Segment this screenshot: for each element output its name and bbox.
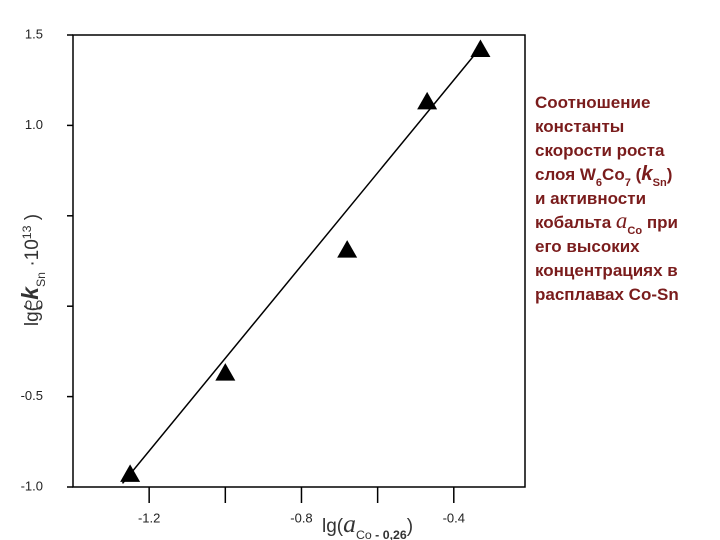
annotation-line: константы [535, 117, 624, 136]
annotation-line: расплавах Co-Sn [535, 285, 679, 304]
text-run: слоя W [535, 165, 597, 184]
text-run: расплавах Co-Sn [535, 285, 679, 304]
annotation-line: кобальта aCo при [535, 208, 678, 237]
point [120, 464, 141, 482]
text-run: lg( [322, 516, 344, 537]
y-axis-label: lg( kSn ·1013 ) [17, 214, 48, 326]
text-run: 7 [625, 177, 631, 189]
y-tick-label: -0.5 [21, 388, 43, 403]
text-run: k [641, 163, 654, 185]
point [470, 39, 491, 57]
text-run: ) [22, 214, 43, 226]
text-run: ) [407, 516, 413, 537]
text-run: Co [627, 225, 642, 237]
annotation-line: Соотношение [535, 93, 650, 112]
text-run: его высоких [535, 237, 640, 256]
text-run: скорости роста [535, 141, 665, 160]
text-run: 6 [596, 177, 602, 189]
y-tick-label: 1.5 [25, 26, 43, 41]
annotation-line: его высоких [535, 237, 640, 256]
text-run: Sn [653, 177, 667, 189]
x-tick-label: -0.4 [443, 510, 465, 525]
y-tick-label: 0.0 [25, 298, 43, 313]
y-tick-label: -1.0 [21, 478, 43, 493]
text-run: - 0,26 [372, 528, 407, 540]
text-run: при [642, 213, 678, 232]
text-run: ) [667, 165, 673, 184]
annotation-line: концентрациях в [535, 261, 678, 280]
point [215, 363, 236, 381]
text-run: 13 [20, 225, 34, 239]
text-run: a [343, 509, 356, 538]
text-run: k [17, 286, 43, 300]
text-run: Соотношение [535, 93, 650, 112]
text-run: константы [535, 117, 624, 136]
text-run: концентрациях в [535, 261, 678, 280]
fit-line [121, 47, 482, 484]
x-tick-label: -0.8 [290, 510, 312, 525]
text-run: lg( [22, 300, 43, 326]
text-run: a [616, 208, 627, 233]
text-run: и активности [535, 189, 646, 208]
y-tick-label: 1.0 [25, 117, 43, 132]
text-run: Sn [34, 272, 48, 287]
text-run: Co [356, 528, 372, 540]
annotation-line: слоя W6Co7 (kSn) [535, 163, 672, 189]
text-run: ( [631, 165, 642, 184]
x-tick-label: -1.2 [138, 510, 160, 525]
plot-frame [72, 34, 526, 488]
text-run: Co [602, 165, 625, 184]
point [337, 240, 358, 258]
annotation-line: и активности [535, 189, 646, 208]
text-run: ·10 [22, 239, 43, 272]
annotation-line: скорости роста [535, 141, 665, 160]
x-axis-label: lg(aCo - 0,26) [322, 509, 413, 540]
point [417, 91, 438, 110]
text-run: кобальта [535, 213, 616, 232]
